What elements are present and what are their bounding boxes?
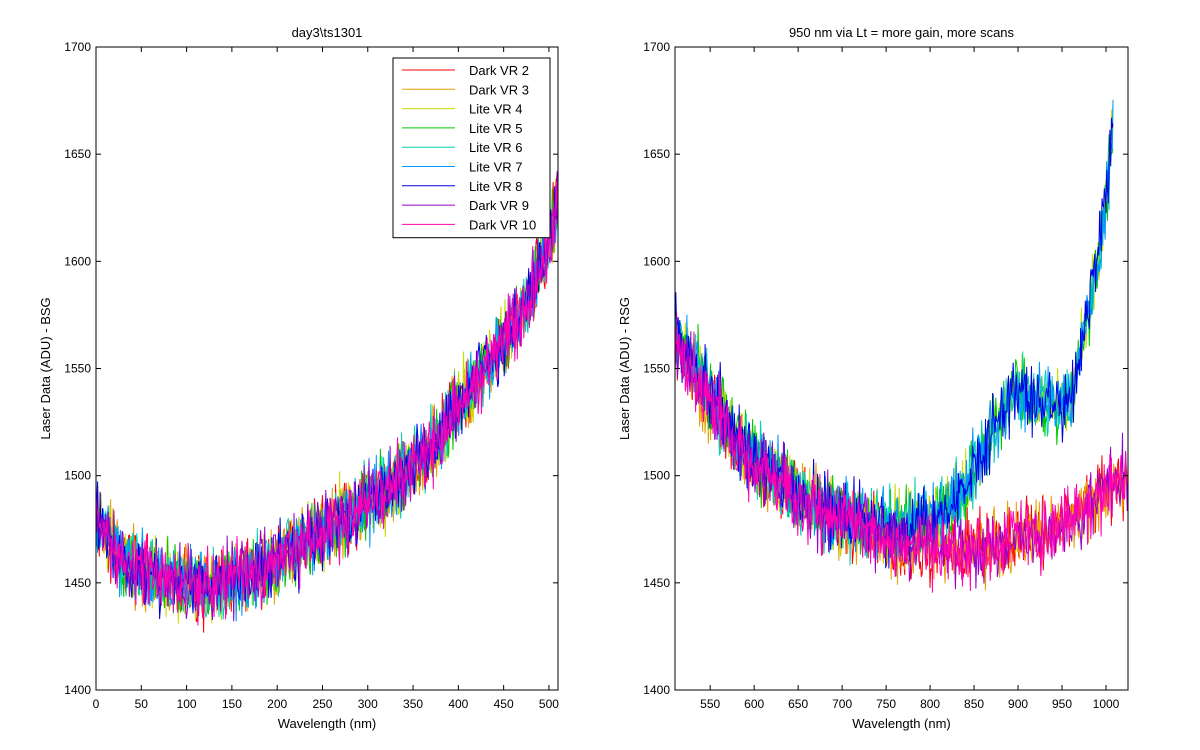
y-tick-label: 1700 [64,40,91,54]
y-tick-label: 1500 [64,469,91,483]
x-tick-label: 800 [920,697,940,711]
series-line-lite-vr-8 [675,117,1114,569]
x-axis-label: Wavelength (nm) [278,716,377,731]
series-line-dark-vr-10 [675,327,1128,593]
series-group [96,168,558,633]
legend-label: Lite VR 7 [469,160,522,175]
legend-label: Lite VR 4 [469,102,522,117]
y-tick-label: 1700 [643,40,670,54]
x-tick-label: 600 [744,697,764,711]
y-axis-label: Laser Data (ADU) - BSG [38,297,53,439]
x-tick-label: 200 [267,697,287,711]
legend-label: Dark VR 2 [469,63,529,78]
series-group [675,99,1128,593]
legend-label: Dark VR 10 [469,217,536,232]
y-tick-label: 1650 [643,147,670,161]
x-tick-label: 350 [403,697,423,711]
x-tick-label: 50 [135,697,149,711]
x-tick-label: 1000 [1093,697,1120,711]
legend-label: Lite VR 6 [469,140,522,155]
x-axis-label: Wavelength (nm) [852,716,951,731]
x-tick-label: 500 [539,697,559,711]
x-tick-label: 0 [93,697,100,711]
legend-label: Dark VR 9 [469,198,529,213]
left-chart-panel: 0 50 100 150 200 250 300 350 400 450 500 1400 1450 15… [38,25,559,731]
x-tick-label: 700 [832,697,852,711]
x-tick-label: 100 [177,697,197,711]
x-tick-label: 850 [964,697,984,711]
x-tick-label: 650 [788,697,808,711]
legend-label: Lite VR 5 [469,121,522,136]
right-chart-panel: 550 600 650 700 750 800 850 900 950 1000 1400 1450 1… [617,25,1129,731]
x-tick-label: 900 [1008,697,1028,711]
x-tick-label: 550 [700,697,720,711]
y-tick-label: 1400 [64,683,91,697]
x-tick-label: 250 [312,697,332,711]
y-tick-label: 1600 [64,254,91,268]
legend: Dark VR 2 Dark VR 3 Lite VR 4 Lite VR 5 Lite… [392,57,551,239]
y-tick-label: 1600 [643,254,670,268]
x-tick-label: 750 [876,697,896,711]
y-tick-label: 1400 [643,683,670,697]
x-tick-label: 450 [494,697,514,711]
legend-label: Dark VR 3 [469,82,529,97]
y-tick-label: 1450 [64,576,91,590]
y-tick-label: 1550 [64,362,91,376]
plot-area [675,47,1128,690]
y-tick-label: 1550 [643,362,670,376]
y-tick-label: 1450 [643,576,670,590]
legend-box [392,57,551,239]
legend-label: Lite VR 8 [469,179,522,194]
y-axis-label: Laser Data (ADU) - RSG [617,297,632,440]
chart-title: day3\ts1301 [292,25,363,40]
y-tick-label: 1500 [643,469,670,483]
chart-title: 950 nm via Lt = more gain, more scans [789,25,1015,40]
y-tick-label: 1650 [64,147,91,161]
x-tick-label: 300 [358,697,378,711]
x-tick-label: 400 [448,697,468,711]
x-tick-label: 150 [222,697,242,711]
series-line-dark-vr-10 [96,168,558,626]
x-tick-label: 950 [1052,697,1072,711]
